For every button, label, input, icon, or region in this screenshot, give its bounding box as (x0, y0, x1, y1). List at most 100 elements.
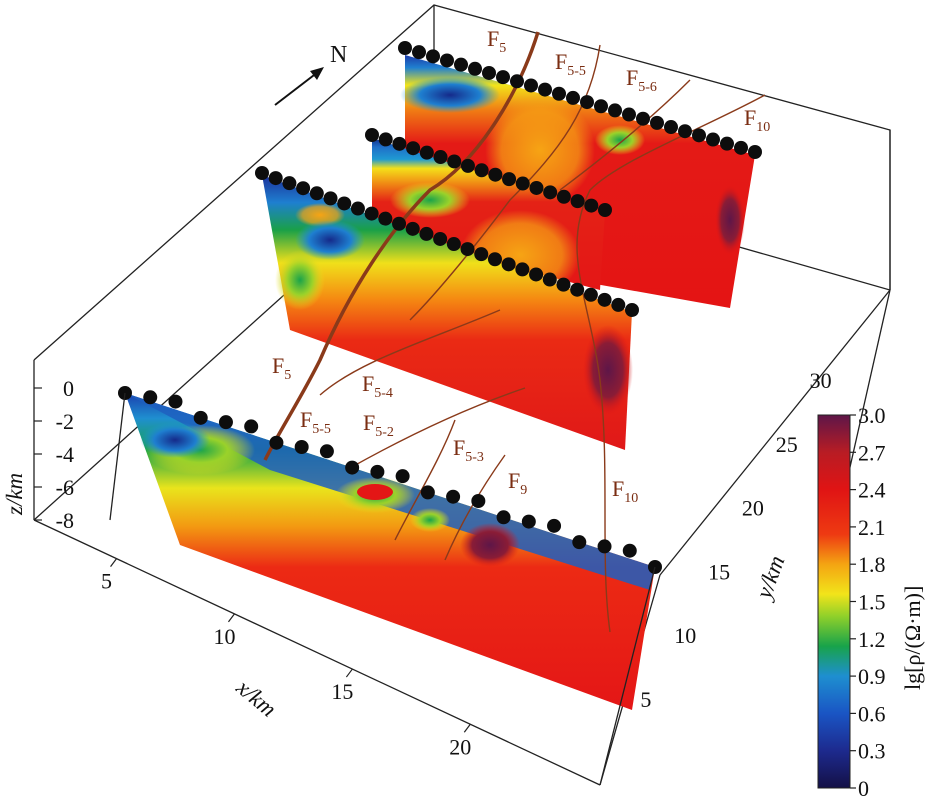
station-dot (419, 226, 434, 241)
station-dot (580, 95, 594, 110)
station-dot (474, 163, 489, 178)
box-frame-front (109, 392, 656, 786)
station-dot (570, 194, 585, 209)
colorbar-tick-label: 0.6 (858, 701, 886, 726)
station-dot (501, 257, 516, 272)
x-tick-mark (110, 558, 118, 568)
colorbar-tick-label: 0.9 (858, 664, 886, 689)
station-dot (570, 282, 585, 297)
colorbar-gradient (817, 414, 851, 789)
station-dot (474, 247, 489, 262)
station-dot (218, 415, 233, 430)
station-dot (323, 191, 338, 206)
station-dot (566, 90, 580, 105)
station-dot (608, 103, 622, 118)
station-dot (572, 535, 587, 550)
fault-label-f5-5-front: F5-5 (300, 407, 331, 437)
y-tick-label: 15 (708, 559, 730, 584)
station-dot (496, 510, 511, 525)
x-tick-mark (463, 723, 471, 733)
station-dot (529, 180, 544, 195)
station-dot (446, 489, 461, 504)
x-tick-label: 20 (449, 734, 471, 759)
y-tick-label: 25 (776, 432, 798, 457)
y-tick-label: 30 (810, 368, 832, 393)
station-dot (636, 111, 650, 126)
station-dot (378, 211, 393, 226)
fault-label-f10-front: F10 (612, 476, 638, 506)
station-dot (664, 120, 678, 135)
station-dot (319, 444, 334, 459)
station-dot (706, 132, 720, 147)
station-dot (488, 167, 503, 182)
fault-label-f5-6: F5-6 (626, 65, 657, 95)
station-dot (296, 181, 311, 196)
station-dot (370, 464, 385, 479)
colorbar-tick-label: 0 (858, 776, 869, 798)
station-dot (734, 140, 748, 155)
colorbar-tick-label: 2.7 (858, 440, 886, 465)
station-dot (622, 107, 636, 122)
station-dot (350, 201, 365, 216)
station-dot (625, 303, 639, 317)
fault-label-f5-top: F5 (487, 26, 506, 56)
station-dot (650, 115, 664, 130)
station-dot (597, 292, 612, 307)
fault-label-f5-5-top: F5-5 (555, 49, 586, 79)
x-tick-mark (345, 668, 353, 678)
station-dot (515, 262, 530, 277)
section-2 (262, 175, 633, 450)
station-dot (692, 128, 706, 143)
colorbar-tick-label: 2.1 (858, 515, 886, 540)
z-tick-label: -4 (56, 442, 74, 467)
colorbar-tick-label: 3.0 (858, 403, 886, 428)
colorbar-tick-label: 1.8 (858, 552, 886, 577)
station-dot (678, 124, 692, 139)
station-dot (398, 41, 412, 55)
station-dot (482, 65, 496, 80)
z-tick-label: -6 (56, 475, 74, 500)
station-dot (460, 242, 475, 257)
station-dot (193, 410, 208, 425)
station-dot (748, 145, 762, 159)
station-dot (168, 394, 183, 409)
fault-label-f5-2: F5-2 (363, 410, 394, 440)
station-dot (378, 132, 393, 147)
station-dot (598, 203, 612, 217)
station-dot (515, 176, 530, 191)
station-dot (543, 185, 558, 200)
colorbar-tick-label: 0.3 (858, 739, 886, 764)
station-dot (433, 231, 448, 246)
station-dot (521, 514, 536, 529)
station-dot (552, 86, 566, 101)
station-dot (392, 216, 407, 231)
fault-label-f10-top: F10 (744, 105, 770, 135)
station-dot (547, 518, 562, 533)
station-dot (309, 186, 324, 201)
z-tick-label: 0 (63, 376, 74, 401)
station-dot (364, 206, 379, 221)
station-dot (584, 198, 599, 213)
station-dot (487, 252, 502, 267)
station-dot (460, 158, 475, 173)
north-label: N (330, 42, 347, 68)
fault-label-f5-4: F5-4 (362, 371, 393, 401)
colorbar-label: lg[ρ/(Ω·m)] (900, 586, 925, 690)
z-tick-label: -2 (56, 409, 74, 434)
fault-label-f9: F9 (508, 468, 527, 498)
north-arrow: N (274, 42, 347, 106)
station-dot (244, 419, 259, 434)
station-dot (454, 57, 468, 72)
y-tick-label: 20 (742, 496, 764, 521)
station-dot (720, 136, 734, 151)
colorbar-tick-label: 1.5 (858, 590, 886, 615)
station-dot (405, 221, 420, 236)
station-dot (406, 141, 421, 156)
colorbar-tick-label: 1.2 (858, 627, 886, 652)
y-tick-label: 5 (640, 687, 651, 712)
x-axis-label: x/km (231, 674, 281, 722)
z-tick-label: -8 (56, 508, 74, 533)
station-dot (440, 53, 454, 68)
